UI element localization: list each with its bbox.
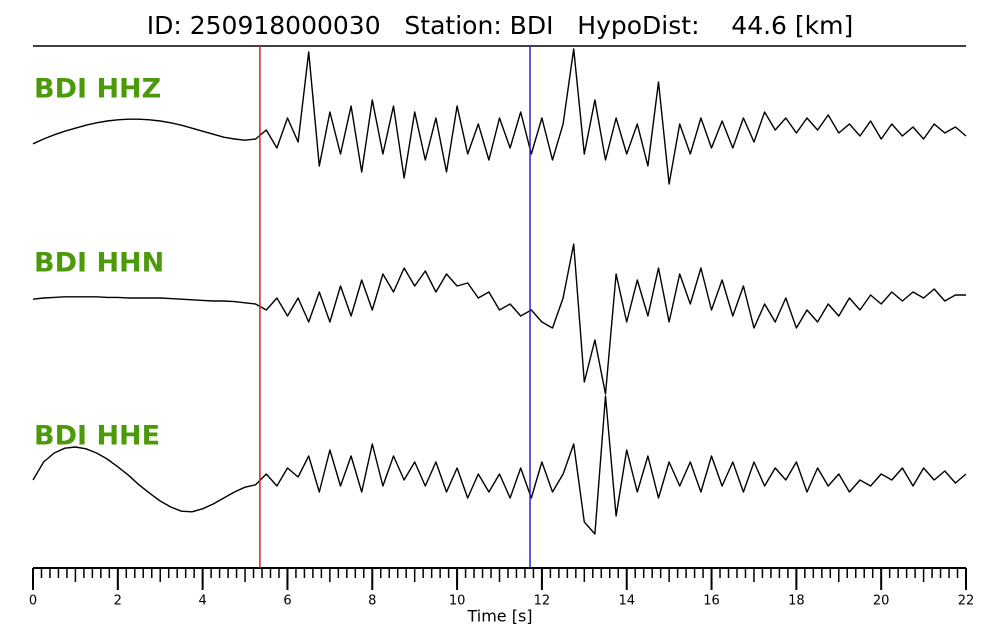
x-tick-label: 22 [958, 594, 975, 609]
x-tick-label: 4 [198, 594, 206, 609]
x-tick-label: 8 [368, 594, 376, 609]
trace-label: BDI HHN [34, 248, 164, 279]
x-tick-label: 2 [114, 594, 122, 609]
x-tick-label: 20 [873, 594, 890, 609]
x-tick-label: 16 [703, 594, 720, 609]
chart-title: ID: 250918000030 Station: BDI HypoDist: … [147, 11, 854, 40]
trace-label: BDI HHZ [34, 74, 161, 105]
trace-label: BDI HHE [34, 421, 160, 452]
waveform [32, 243, 966, 395]
waveform [32, 395, 967, 535]
x-tick-label: 12 [534, 594, 551, 609]
x-axis-label: Time [s] [466, 607, 532, 626]
x-tick-label: 0 [29, 594, 37, 609]
waveform [32, 48, 967, 185]
x-tick-label: 10 [449, 594, 466, 609]
x-tick-label: 6 [283, 594, 291, 609]
x-tick-label: 18 [788, 594, 805, 609]
x-tick-label: 14 [618, 594, 635, 609]
